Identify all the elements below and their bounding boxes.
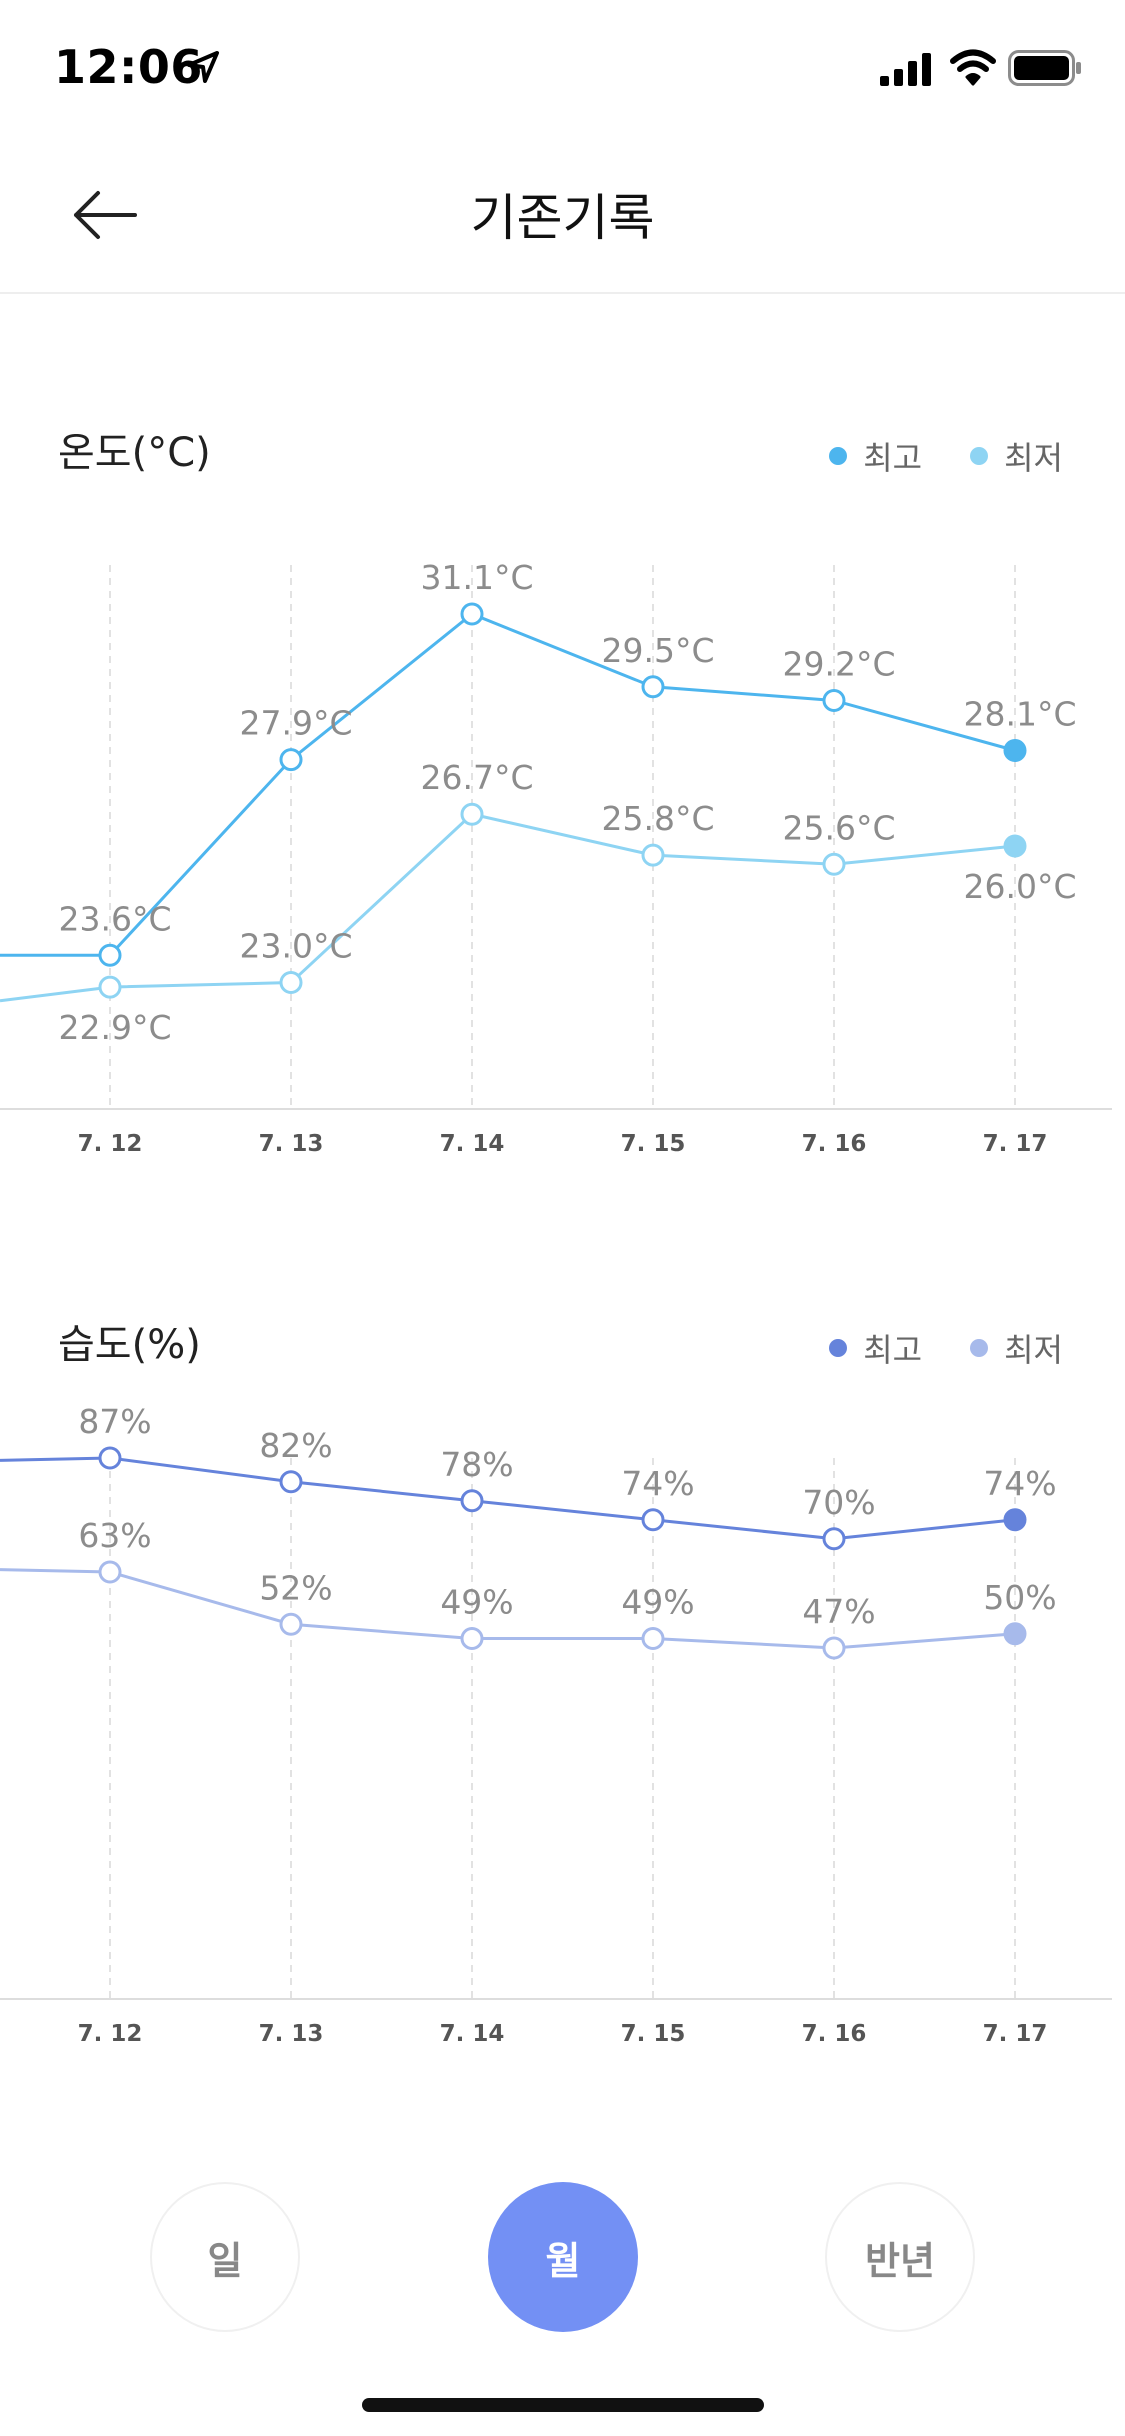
data-point [1003, 1508, 1027, 1532]
x-tick-label: 7. 17 [983, 1131, 1048, 1157]
data-label: 74% [621, 1464, 694, 1503]
x-tick-label: 7. 12 [78, 1131, 143, 1157]
battery-icon [1008, 50, 1081, 86]
data-label: 47% [802, 1592, 875, 1631]
period-day-button[interactable]: 일 [150, 2182, 300, 2332]
data-point [1003, 739, 1027, 762]
data-label: 26.0°C [963, 867, 1076, 906]
data-point [1003, 834, 1027, 858]
legend-label-max: 최고 [863, 1331, 923, 1369]
data-point [641, 675, 665, 699]
page-title: 기존기록 [470, 189, 655, 247]
data-label: 63% [78, 1516, 151, 1555]
x-tick-label: 7. 16 [802, 1131, 867, 1157]
data-point [1003, 1622, 1027, 1646]
humidity-chart-title: 습도(%) [58, 1322, 201, 1368]
x-tick-label: 7. 12 [78, 2021, 143, 2047]
data-point [460, 602, 484, 626]
data-label: 28.1°C [963, 695, 1076, 734]
data-point [641, 1627, 665, 1650]
data-point [822, 1636, 846, 1660]
data-point [98, 975, 122, 999]
data-point [279, 748, 303, 772]
data-label: 49% [621, 1583, 694, 1622]
data-label: 23.6°C [58, 899, 171, 938]
legend-dot-max [829, 1339, 848, 1357]
data-label: 25.6°C [782, 808, 895, 847]
data-point [460, 1627, 484, 1650]
x-tick-label: 7. 14 [440, 2021, 505, 2047]
x-tick-label: 7. 14 [440, 1131, 505, 1157]
home-indicator [362, 2398, 764, 2412]
data-label: 78% [440, 1445, 513, 1484]
data-point [279, 971, 303, 995]
signal-icon [880, 53, 931, 86]
x-tick-label: 7. 13 [259, 2021, 324, 2047]
wifi-icon [950, 49, 996, 86]
x-tick-label: 7. 13 [259, 1131, 324, 1157]
data-point [460, 802, 484, 826]
data-point [822, 1527, 846, 1551]
status-bar: 12:06 [0, 0, 1125, 130]
data-point [460, 1489, 484, 1513]
data-label: 25.8°C [601, 799, 714, 838]
data-label: 52% [259, 1568, 332, 1607]
data-point [279, 1470, 303, 1494]
data-label: 74% [983, 1464, 1056, 1503]
legend-label-min: 최저 [1004, 439, 1063, 477]
data-label: 23.0°C [239, 927, 352, 966]
data-label: 70% [802, 1483, 875, 1522]
data-label: 26.7°C [420, 758, 533, 797]
status-time: 12:06 [54, 40, 203, 94]
x-tick-label: 7. 15 [621, 1131, 686, 1157]
location-arrow-icon [187, 51, 219, 83]
legend-item-min: 최저 [970, 433, 1063, 479]
data-point [98, 1446, 122, 1470]
data-label: 87% [78, 1402, 151, 1441]
legend-dot-max [829, 447, 848, 465]
data-label: 27.9°C [239, 704, 352, 743]
temperature-line-chart: 7. 12 7. 13 7. 14 7. 15 7. 16 7. 17 23.6°C 27.9… [0, 558, 1112, 1157]
period-month-button[interactable]: 월 [488, 2182, 638, 2332]
legend-dot-min [970, 1339, 989, 1357]
data-label: 82% [259, 1426, 332, 1465]
period-half-year-button[interactable]: 반년 [825, 2182, 975, 2332]
data-label: 29.5°C [601, 631, 714, 670]
back-button[interactable] [70, 175, 160, 255]
data-label: 50% [983, 1578, 1056, 1617]
data-point [98, 943, 122, 967]
data-label: 22.9°C [58, 1008, 171, 1047]
data-point [822, 688, 846, 712]
x-tick-label: 7. 15 [621, 2021, 686, 2047]
data-point [98, 1560, 122, 1584]
data-point [822, 852, 846, 876]
temperature-chart-title: 온도(°C) [58, 430, 211, 476]
data-label: 31.1°C [420, 558, 533, 597]
temperature-legend: 최고 최저 [781, 433, 1063, 479]
legend-label-min: 최저 [1004, 1331, 1063, 1369]
x-tick-label: 7. 16 [802, 2021, 867, 2047]
header: 기존기록 [0, 130, 1125, 294]
legend-item-max: 최고 [829, 433, 922, 479]
data-label: 49% [440, 1583, 513, 1622]
data-label: 29.2°C [782, 644, 895, 683]
legend-item-min: 최저 [970, 1325, 1063, 1371]
humidity-line-chart: 7. 12 7. 13 7. 14 7. 15 7. 16 7. 17 87% 82% 78% 7… [0, 1402, 1112, 2047]
x-tick-label: 7. 17 [983, 2021, 1048, 2047]
back-arrow-icon [74, 191, 137, 239]
data-point [279, 1612, 303, 1636]
data-point [641, 1508, 665, 1532]
legend-dot-min [970, 447, 989, 465]
humidity-legend: 최고 최저 [781, 1325, 1063, 1371]
legend-item-max: 최고 [829, 1325, 922, 1371]
data-point [641, 843, 665, 867]
legend-label-max: 최고 [863, 439, 923, 477]
